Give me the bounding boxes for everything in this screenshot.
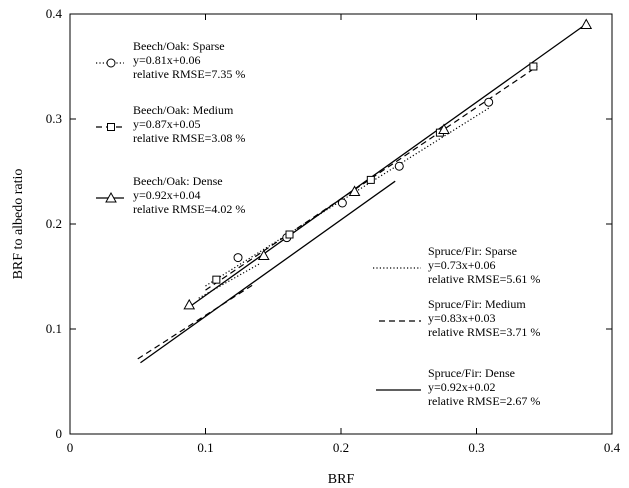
data-point-0-4 <box>484 97 494 107</box>
legend-rmse: relative RMSE=2.67 % <box>428 394 540 408</box>
legend-marker <box>107 123 115 131</box>
legend-rmse: relative RMSE=3.08 % <box>133 131 245 145</box>
legend-name: Spruce/Fir: Sparse <box>428 244 517 258</box>
data-point-1-0 <box>212 275 221 284</box>
x-tick-label: 0.4 <box>604 440 621 455</box>
legend-rmse: relative RMSE=4.02 % <box>133 202 245 216</box>
legend-marker <box>106 58 116 68</box>
fit-line-5 <box>140 180 396 364</box>
y-axis-label: BRF to albedo ratio <box>11 169 26 280</box>
data-point-0-0 <box>233 253 243 263</box>
fit-line-4 <box>137 284 254 360</box>
x-tick-label: 0.3 <box>468 440 484 455</box>
legend-equation: y=0.73x+0.06 <box>428 258 496 272</box>
legend-name: Beech/Oak: Medium <box>133 103 234 117</box>
y-tick-label: 0.2 <box>46 216 62 231</box>
data-point-0-2 <box>337 198 347 208</box>
x-tick-label: 0.2 <box>333 440 349 455</box>
legend-equation: y=0.83x+0.03 <box>428 311 496 325</box>
data-point-1-4 <box>529 62 538 71</box>
fit-line-0 <box>205 106 491 287</box>
legend-name: Beech/Oak: Sparse <box>133 39 225 53</box>
fit-line-2 <box>188 22 588 308</box>
data-markers <box>183 18 593 310</box>
x-tick-label: 0 <box>67 440 74 455</box>
data-point-2-4 <box>580 18 593 29</box>
data-point-1-1 <box>285 230 294 239</box>
legend-name: Spruce/Fir: Dense <box>428 366 515 380</box>
legend-equation: y=0.92x+0.02 <box>428 380 496 394</box>
legend-rmse: relative RMSE=7.35 % <box>133 67 245 81</box>
y-tick-label: 0 <box>56 426 63 441</box>
legend-equation: y=0.81x+0.06 <box>133 53 201 67</box>
data-point-2-0 <box>183 298 196 310</box>
data-point-0-3 <box>394 161 404 171</box>
axis-ticks: 0 0.1 0.2 0.3 0.4 0 0.1 0.2 0.3 0.4 <box>46 6 621 455</box>
legend-marker <box>105 191 117 203</box>
data-point-2-1 <box>257 249 270 260</box>
legend-name: Spruce/Fir: Medium <box>428 297 526 311</box>
legend-equation: y=0.87x+0.05 <box>133 117 201 131</box>
legend-rmse: relative RMSE=5.61 % <box>428 272 540 286</box>
data-point-2-2 <box>348 185 361 196</box>
fit-line-3 <box>198 263 260 299</box>
legend-equation: y=0.92x+0.04 <box>133 188 201 202</box>
data-point-2-3 <box>438 123 450 134</box>
x-tick-label: 0.1 <box>197 440 213 455</box>
legend-name: Beech/Oak: Dense <box>133 174 223 188</box>
y-tick-label: 0.1 <box>46 321 62 336</box>
y-tick-label: 0.3 <box>46 111 62 126</box>
data-point-1-2 <box>366 175 375 184</box>
legend-rmse: relative RMSE=3.71 % <box>428 325 540 339</box>
x-axis-label: BRF <box>328 472 355 487</box>
y-tick-label: 0.4 <box>46 6 63 21</box>
